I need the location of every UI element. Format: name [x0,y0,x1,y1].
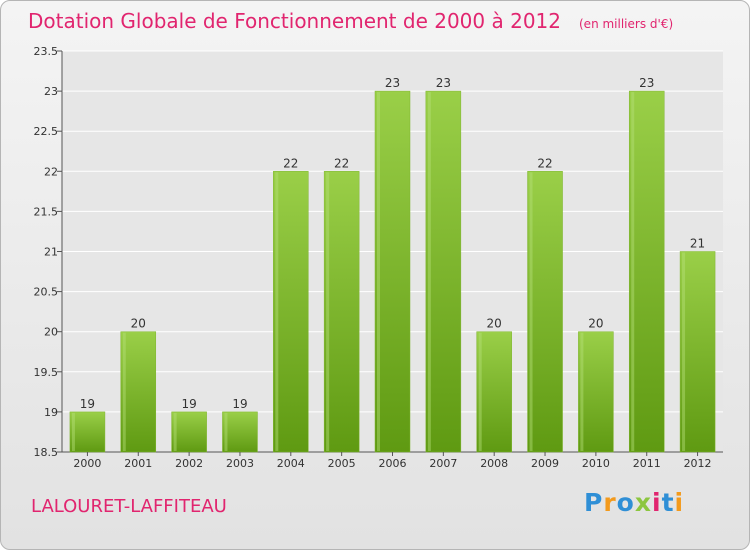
x-tick-label: 2000 [73,457,101,470]
bar-highlight [377,92,380,451]
bar-data-label: 23 [385,76,400,90]
bar [425,90,462,453]
bar-data-label: 19 [232,397,247,411]
chart-title: Dotation Globale de Fonctionnement de 20… [28,9,561,33]
bar-highlight [580,332,584,451]
logo-letter: i [674,488,685,517]
bar-data-label: 23 [639,76,654,90]
bar [323,171,360,453]
bar-data-label: 20 [131,317,146,331]
bar-highlight [682,252,686,451]
chart-title-row: Dotation Globale de Fonctionnement de 20… [28,9,673,33]
bar-data-label: 22 [537,156,552,170]
bar-data-label: 19 [181,397,196,411]
y-tick-label: 19 [44,406,58,419]
bar [273,171,309,453]
bar-highlight [478,332,482,451]
bar-data-label: 21 [690,237,705,251]
y-tick-label: 23 [44,85,58,98]
proxiti-logo: Proxiti [584,488,684,517]
bar-highlight [224,412,228,451]
x-tick-label: 2005 [328,457,356,470]
bar [628,90,665,453]
logo-letter: i [652,488,662,517]
bar [374,90,411,453]
logo-letter: P [584,488,604,517]
x-tick-label: 2003 [226,457,254,470]
x-tick-label: 2001 [124,457,152,470]
y-tick-label: 20.5 [34,286,59,299]
bar [679,251,716,453]
bar-data-label: 20 [487,317,502,331]
y-tick-label: 22.5 [34,125,59,138]
bar-highlight [631,92,635,451]
bar-data-label: 22 [334,156,349,170]
commune-name: LALOURET-LAFFITEAU [31,496,227,517]
bar-data-label: 22 [283,156,298,170]
logo-letter: x [634,488,652,517]
x-tick-label: 2007 [429,457,457,470]
x-tick-label: 2010 [582,457,610,470]
bar-highlight [71,412,75,451]
bar [476,331,512,453]
bar [171,411,207,453]
bar-data-label: 23 [436,76,451,90]
bar-highlight [275,172,279,452]
bar [222,411,258,453]
y-tick-label: 22 [44,165,58,178]
bar [578,331,614,453]
bar-data-label: 20 [588,317,603,331]
y-tick-label: 21 [44,246,58,259]
logo-letter: t [661,488,675,517]
bar-highlight [122,332,126,451]
bar-highlight [326,172,330,452]
y-tick-label: 18.5 [34,446,59,459]
x-tick-label: 2008 [480,457,508,470]
bar [120,331,157,453]
x-tick-label: 2011 [633,457,661,470]
bar-highlight [173,412,177,451]
y-tick-label: 23.5 [34,45,59,58]
x-tick-label: 2002 [175,457,203,470]
y-tick-label: 19.5 [34,366,59,379]
x-tick-label: 2006 [379,457,407,470]
bar-highlight [427,92,431,451]
x-tick-label: 2009 [531,457,559,470]
y-tick-label: 20 [44,326,58,339]
bar-data-label: 19 [80,397,95,411]
logo-letter: o [616,488,635,517]
logo-letter: r [603,488,617,517]
chart-unit: (en milliers d'€) [579,17,674,31]
bar [69,411,106,453]
bar-highlight [529,172,533,452]
y-tick-label: 21.5 [34,205,59,218]
bar [527,171,563,453]
x-tick-label: 2012 [684,457,712,470]
x-tick-label: 2004 [277,457,305,470]
